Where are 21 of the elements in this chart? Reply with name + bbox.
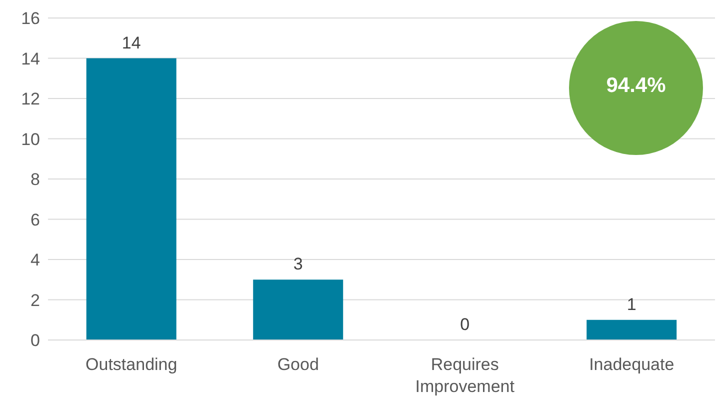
y-tick-label: 10 — [21, 130, 40, 149]
bar — [253, 280, 344, 340]
y-tick-label: 2 — [30, 290, 40, 310]
data-label: 3 — [293, 254, 303, 274]
y-tick-label: 6 — [30, 210, 40, 230]
y-tick-label: 0 — [30, 331, 40, 350]
x-tick-label: Requires Improvement — [415, 355, 515, 396]
data-label: 14 — [122, 33, 141, 52]
y-tick-label: 12 — [21, 90, 40, 109]
x-tick-label: Inadequate — [589, 355, 674, 374]
y-tick-label: 4 — [30, 250, 40, 270]
data-label: 0 — [460, 315, 470, 334]
bar — [86, 58, 176, 340]
x-tick-label: Outstanding — [86, 355, 178, 374]
bar — [586, 320, 677, 340]
annotation: 94.4% — [605, 74, 667, 98]
data-label: 1 — [626, 294, 636, 314]
x-tick-label: Good — [277, 355, 319, 374]
y-tick-label: 8 — [30, 170, 40, 190]
y-tick-label: 16 — [21, 9, 40, 28]
y-tick-label: 14 — [21, 49, 40, 68]
